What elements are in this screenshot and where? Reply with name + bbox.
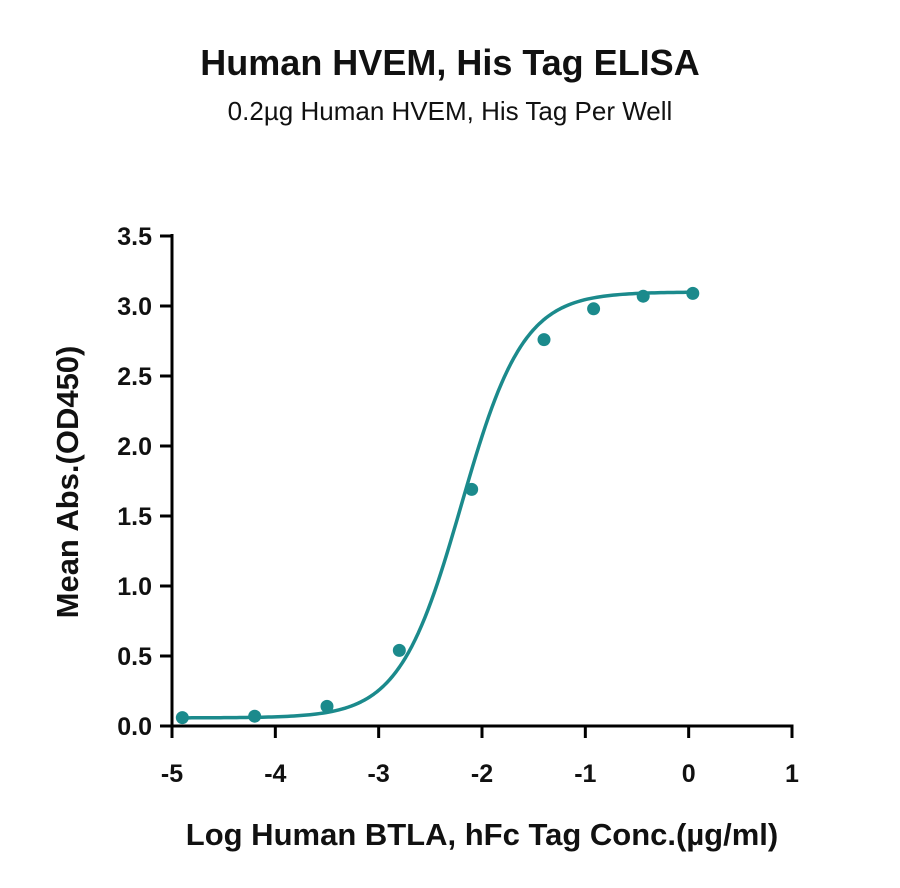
data-point: [537, 333, 551, 347]
y-tick-label: 1.5: [117, 503, 152, 531]
data-point: [686, 286, 700, 300]
data-points: [175, 286, 700, 725]
data-point: [587, 302, 601, 316]
y-tick-label: 1.0: [117, 573, 152, 601]
x-tick-label: -3: [368, 760, 390, 788]
x-tick-label: -2: [471, 760, 493, 788]
y-tick-label: 3.5: [117, 223, 152, 251]
y-tick-label: 0.0: [117, 713, 152, 741]
y-tick-label: 3.0: [117, 293, 152, 321]
axes: [170, 234, 794, 728]
x-axis-title: Log Human BTLA, hFc Tag Conc.(µg/ml): [186, 817, 778, 852]
x-tick-label: 0: [682, 760, 696, 788]
chart-title: Human HVEM, His Tag ELISA: [200, 42, 700, 83]
x-tick-label: -5: [161, 760, 183, 788]
data-point: [465, 482, 479, 496]
fit-curve: [182, 290, 693, 720]
y-tick-label: 2.5: [117, 363, 152, 391]
x-tick-label: -1: [574, 760, 596, 788]
chart-subtitle: 0.2µg Human HVEM, His Tag Per Well: [227, 96, 673, 126]
y-tick-label: 0.5: [117, 643, 152, 671]
data-point: [175, 711, 189, 725]
data-point: [248, 709, 262, 723]
y-axis-title: Mean Abs.(OD450): [50, 346, 85, 619]
data-point: [392, 643, 406, 657]
x-tick-label: 1: [785, 760, 799, 788]
data-point: [636, 289, 650, 303]
fit-curve-group: [182, 290, 693, 720]
x-tick-label: -4: [264, 760, 286, 788]
ticks: 0.0 0.5 1.0 1.5 2.0 2.5 3.0 3.5 -5 -4 -3 -2 -1 0 1: [117, 223, 799, 788]
data-point: [320, 699, 334, 713]
y-tick-label: 2.0: [117, 433, 152, 461]
